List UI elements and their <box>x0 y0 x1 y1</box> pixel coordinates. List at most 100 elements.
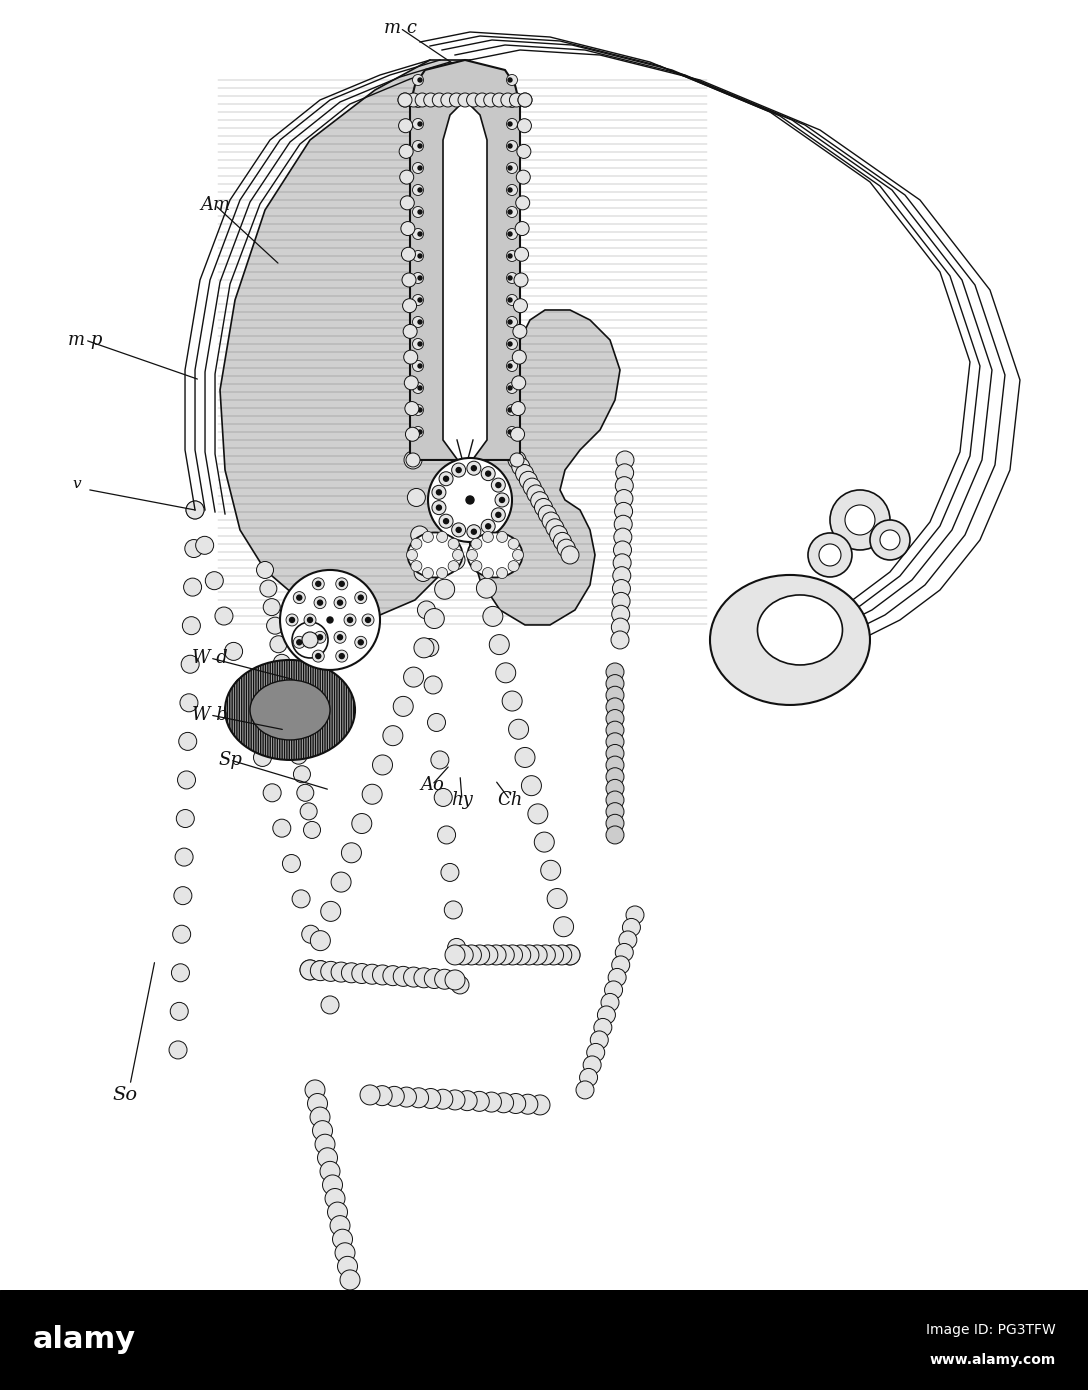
Circle shape <box>452 463 466 477</box>
Circle shape <box>499 498 505 502</box>
Circle shape <box>503 691 522 712</box>
Circle shape <box>308 1094 327 1113</box>
Circle shape <box>518 93 532 107</box>
Circle shape <box>613 567 631 585</box>
Circle shape <box>606 756 625 774</box>
Circle shape <box>870 520 910 560</box>
Circle shape <box>606 791 625 809</box>
Circle shape <box>173 926 190 944</box>
Circle shape <box>311 960 330 979</box>
Circle shape <box>407 488 425 506</box>
Circle shape <box>416 93 429 107</box>
Circle shape <box>399 170 413 183</box>
Circle shape <box>308 617 312 623</box>
Circle shape <box>318 1148 337 1168</box>
Circle shape <box>407 549 418 560</box>
Circle shape <box>516 196 530 210</box>
Circle shape <box>508 719 529 739</box>
Circle shape <box>500 93 515 107</box>
Circle shape <box>507 75 518 86</box>
Circle shape <box>331 962 351 983</box>
Circle shape <box>619 931 636 949</box>
Circle shape <box>366 617 371 623</box>
Circle shape <box>830 489 890 550</box>
Circle shape <box>528 945 547 965</box>
Circle shape <box>467 525 481 539</box>
Circle shape <box>475 93 490 107</box>
Circle shape <box>186 500 205 518</box>
Circle shape <box>383 726 403 745</box>
Circle shape <box>514 272 528 286</box>
Circle shape <box>418 364 422 368</box>
Circle shape <box>606 674 625 692</box>
Circle shape <box>411 560 422 571</box>
Circle shape <box>273 819 290 837</box>
Circle shape <box>506 1094 526 1113</box>
Circle shape <box>508 342 512 346</box>
Circle shape <box>263 784 281 802</box>
Circle shape <box>507 404 518 416</box>
Circle shape <box>580 1069 597 1087</box>
Circle shape <box>432 500 446 514</box>
Circle shape <box>312 578 324 589</box>
Circle shape <box>418 122 422 126</box>
Text: Sp: Sp <box>218 751 242 769</box>
Circle shape <box>509 93 523 107</box>
Ellipse shape <box>757 595 842 664</box>
Polygon shape <box>410 60 520 460</box>
Circle shape <box>260 580 276 598</box>
Circle shape <box>557 539 576 557</box>
Circle shape <box>482 531 493 542</box>
Circle shape <box>507 295 518 306</box>
Circle shape <box>508 364 512 368</box>
Circle shape <box>507 339 518 349</box>
Circle shape <box>508 232 512 236</box>
Circle shape <box>412 118 423 129</box>
Circle shape <box>412 250 423 261</box>
Circle shape <box>539 505 556 523</box>
Circle shape <box>412 96 423 107</box>
Circle shape <box>518 1094 537 1115</box>
Circle shape <box>508 277 512 279</box>
Circle shape <box>406 453 420 467</box>
Circle shape <box>412 75 423 86</box>
Circle shape <box>530 1095 551 1115</box>
Circle shape <box>448 538 459 549</box>
Circle shape <box>412 339 423 349</box>
Circle shape <box>398 118 412 132</box>
Circle shape <box>304 821 321 838</box>
Circle shape <box>507 140 518 152</box>
Circle shape <box>606 745 625 763</box>
Circle shape <box>351 813 372 834</box>
Circle shape <box>411 538 422 549</box>
Circle shape <box>321 962 341 981</box>
Circle shape <box>404 350 418 364</box>
Ellipse shape <box>250 680 330 739</box>
Circle shape <box>292 890 310 908</box>
Circle shape <box>335 1243 355 1262</box>
Circle shape <box>406 427 420 441</box>
Circle shape <box>510 453 524 467</box>
Circle shape <box>418 254 422 259</box>
Circle shape <box>339 653 344 659</box>
Circle shape <box>457 1091 478 1111</box>
Circle shape <box>467 461 481 475</box>
Circle shape <box>400 196 415 210</box>
Circle shape <box>456 527 461 532</box>
Circle shape <box>287 728 304 745</box>
Circle shape <box>398 93 412 107</box>
Circle shape <box>418 320 422 324</box>
Circle shape <box>510 945 531 965</box>
Circle shape <box>507 360 518 371</box>
Circle shape <box>471 466 477 471</box>
Circle shape <box>471 530 477 534</box>
Circle shape <box>418 165 422 170</box>
Circle shape <box>428 457 512 542</box>
Circle shape <box>611 605 630 623</box>
Ellipse shape <box>408 532 462 577</box>
Circle shape <box>184 578 201 596</box>
Circle shape <box>508 409 512 411</box>
Circle shape <box>613 580 630 598</box>
Circle shape <box>316 653 321 659</box>
Circle shape <box>507 118 518 129</box>
